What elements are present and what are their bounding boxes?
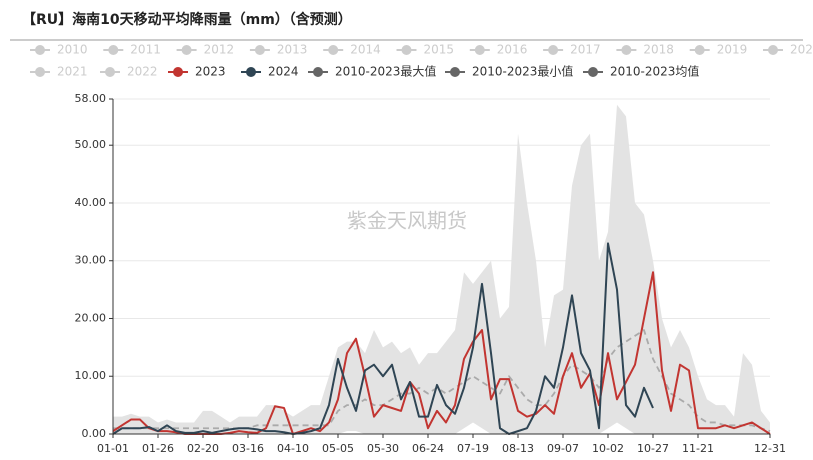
chart-title: 【RU】海南10天移动平均降雨量（mm）（含预测） bbox=[22, 11, 352, 28]
legend-label: 2020 bbox=[790, 43, 813, 57]
legend-label: 2021 bbox=[57, 65, 88, 79]
legend-label: 2019 bbox=[717, 43, 748, 57]
legend-label: 2018 bbox=[643, 43, 674, 57]
legend-label: 2023 bbox=[195, 65, 226, 79]
x-tick-label: 01-26 bbox=[142, 442, 174, 455]
legend-icon bbox=[588, 67, 598, 77]
legend-icon bbox=[401, 45, 412, 55]
legend-icon bbox=[35, 67, 45, 77]
x-tick-label: 05-30 bbox=[367, 442, 399, 455]
x-tick-label: 11-21 bbox=[682, 442, 714, 455]
legend-icon bbox=[621, 45, 632, 55]
x-tick-label: 10-27 bbox=[637, 442, 669, 455]
legend-icon bbox=[474, 45, 485, 55]
legend-icon bbox=[246, 67, 256, 77]
legend-label: 2010-2023均值 bbox=[610, 64, 699, 79]
y-tick-label: 20.00 bbox=[75, 311, 107, 324]
legend-label: 2022 bbox=[127, 65, 158, 79]
y-tick-label: 10.00 bbox=[75, 369, 107, 382]
legend: 2010 2011 2012 2013 2014 2015 2016 2017 2018 2019… bbox=[30, 43, 813, 79]
legend-label: 2010 bbox=[57, 43, 88, 57]
watermark: 紫金天风期货 bbox=[347, 209, 467, 233]
x-tick-label: 10-02 bbox=[592, 442, 624, 455]
legend-label: 2013 bbox=[277, 43, 308, 57]
legend-label: 2010-2023最小值 bbox=[472, 64, 573, 79]
legend-icon bbox=[548, 45, 559, 55]
legend-icon bbox=[254, 45, 265, 55]
y-tick-label: 0.00 bbox=[82, 427, 107, 440]
x-tick-label: 12-31 bbox=[754, 442, 786, 455]
x-tick-label: 09-07 bbox=[547, 442, 579, 455]
y-tick-label: 40.00 bbox=[75, 196, 107, 209]
x-tick-label: 05-05 bbox=[322, 442, 354, 455]
legend-icon bbox=[181, 45, 192, 55]
legend-icon bbox=[450, 67, 460, 77]
legend-icon bbox=[694, 45, 705, 55]
range-band bbox=[113, 104, 770, 434]
y-tick-label: 30.00 bbox=[75, 254, 107, 267]
legend-label: 2015 bbox=[424, 43, 455, 57]
legend-label: 2016 bbox=[497, 43, 528, 57]
legend-label: 2014 bbox=[350, 43, 381, 57]
plot-area: 0.00 10.00 20.00 30.00 40.00 50.00 58.00 01-01 0… bbox=[75, 92, 786, 455]
x-tick-label: 08-13 bbox=[502, 442, 534, 455]
legend-label: 2011 bbox=[130, 43, 161, 57]
legend-icon bbox=[105, 67, 115, 77]
legend-icon bbox=[173, 67, 183, 77]
x-tick-label: 02-20 bbox=[187, 442, 219, 455]
x-tick-label: 04-10 bbox=[277, 442, 309, 455]
y-tick-label: 50.00 bbox=[75, 138, 107, 151]
legend-icon bbox=[313, 67, 323, 77]
legend-icon bbox=[108, 45, 119, 55]
legend-icon bbox=[328, 45, 339, 55]
y-tick-label: 58.00 bbox=[75, 92, 107, 105]
x-tick-label: 01-01 bbox=[97, 442, 129, 455]
legend-label: 2017 bbox=[570, 43, 601, 57]
legend-label: 2012 bbox=[204, 43, 235, 57]
legend-icon bbox=[35, 45, 45, 55]
series-line bbox=[112, 242, 654, 435]
legend-icon bbox=[768, 45, 778, 55]
series-line bbox=[113, 329, 771, 432]
x-tick-label: 03-16 bbox=[232, 442, 264, 455]
legend-label: 2010-2023最大值 bbox=[335, 64, 436, 79]
x-tick-label: 07-19 bbox=[457, 442, 489, 455]
legend-label: 2024 bbox=[268, 65, 299, 79]
x-tick-label: 06-24 bbox=[412, 442, 444, 455]
